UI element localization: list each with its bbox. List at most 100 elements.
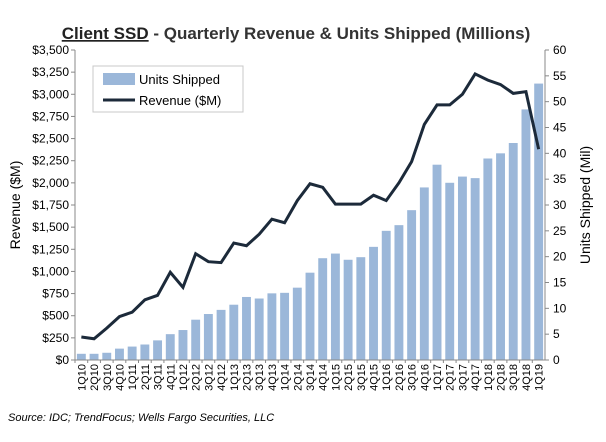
- left-tick-label: $2,750: [32, 109, 69, 123]
- bar-units-3Q11: [153, 340, 163, 360]
- left-tick-label: $250: [42, 331, 69, 345]
- bar-units-4Q15: [369, 246, 378, 360]
- x-tick-label: 4Q12: [216, 364, 228, 391]
- x-tick-label: 2Q14: [292, 364, 304, 391]
- bar-units-2Q18: [496, 153, 505, 360]
- bar-units-1Q13: [229, 304, 239, 360]
- left-tick-label: $2,000: [32, 176, 69, 190]
- right-tick-label: 40: [553, 146, 567, 160]
- x-tick-label: 3Q13: [254, 364, 266, 391]
- bar-units-2Q17: [445, 182, 455, 360]
- right-tick-label: 30: [553, 198, 567, 212]
- bar-units-3Q15: [356, 257, 366, 360]
- x-tick-label: 2Q11: [140, 364, 152, 390]
- bar-units-3Q13: [254, 298, 264, 360]
- bar-units-1Q10: [76, 353, 86, 360]
- chart-title-rest: - Quarterly Revenue & Units Shipped (Mil…: [149, 24, 531, 43]
- x-tick-label: 2Q16: [394, 364, 406, 391]
- bar-units-1Q15: [330, 253, 340, 360]
- bar-units-1Q12: [178, 330, 188, 360]
- bar-units-2Q15: [343, 259, 353, 360]
- bar-units-4Q10: [115, 348, 124, 360]
- x-tick-label: 4Q17: [470, 364, 482, 391]
- bar-series: [76, 83, 544, 361]
- left-tick-label: $3,000: [32, 87, 69, 101]
- right-tick-label: 15: [553, 276, 567, 290]
- bar-units-2Q12: [191, 319, 201, 360]
- x-tick-label: 1Q15: [330, 364, 342, 391]
- x-tick-label: 3Q11: [153, 364, 165, 390]
- bar-units-4Q14: [318, 258, 328, 360]
- bar-units-3Q16: [407, 210, 417, 360]
- right-tick-label: 35: [553, 172, 567, 186]
- x-tick-label: 4Q13: [267, 364, 279, 391]
- revenue-line: [81, 71, 541, 341]
- x-tick-label: 4Q10: [114, 364, 126, 391]
- x-tick-label: 3Q10: [102, 364, 114, 391]
- legend: Units Shipped Revenue ($M): [92, 65, 244, 113]
- x-tick-label: 3Q16: [407, 364, 419, 391]
- bar-units-2Q11: [140, 344, 150, 360]
- left-axis-ticks: $0 $250 $500 $750 $1,000 $1,250 $1,500 $1,750 $2…: [32, 43, 75, 367]
- x-tick-label: 3Q15: [356, 364, 368, 391]
- x-tick-label: 2Q12: [191, 364, 203, 391]
- x-tick-label: 3Q18: [508, 364, 520, 391]
- source-note: Source: IDC; TrendFocus; Wells Fargo Sec…: [8, 412, 274, 424]
- legend-bar-label: Units Shipped: [139, 72, 220, 87]
- bar-units-1Q18: [483, 158, 493, 360]
- bar-units-3Q18: [508, 143, 518, 360]
- x-tick-label: 2Q13: [241, 364, 253, 391]
- x-axis-ticks: 1Q10 2Q10 3Q10 4Q10 1Q11 2Q11 3Q11 4Q11 1Q12 2Q12…: [74, 360, 546, 391]
- legend-line-label: Revenue ($M): [139, 93, 221, 108]
- right-tick-label: 60: [553, 43, 567, 57]
- bar-units-4Q16: [419, 187, 429, 360]
- bar-units-4Q13: [267, 293, 277, 360]
- right-tick-label: 10: [553, 301, 567, 315]
- bar-units-1Q17: [432, 164, 442, 360]
- x-tick-label: 1Q19: [534, 364, 546, 391]
- left-tick-label: $750: [42, 287, 69, 301]
- x-tick-label: 1Q17: [432, 364, 444, 391]
- right-tick-label: 5: [553, 327, 560, 341]
- right-axis-ticks: 0 5 10 15 20 25 30 35 40 45 50 55 60: [545, 43, 567, 367]
- chart-title-main: Client SSD: [62, 24, 149, 43]
- x-tick-label: 4Q18: [521, 364, 533, 391]
- right-tick-label: 25: [553, 224, 567, 238]
- bar-units-2Q10: [89, 353, 99, 360]
- bar-units-4Q11: [165, 334, 175, 360]
- bar-units-1Q14: [280, 292, 290, 360]
- x-tick-label: 3Q14: [305, 364, 317, 391]
- x-tick-label: 4Q16: [419, 364, 431, 391]
- bar-units-1Q16: [381, 230, 391, 360]
- x-tick-label: 4Q14: [318, 364, 330, 391]
- legend-bar-swatch: [103, 73, 135, 85]
- left-tick-label: $1,750: [32, 198, 69, 212]
- left-tick-label: $2,500: [32, 132, 69, 146]
- bar-units-2Q13: [242, 296, 251, 360]
- left-tick-label: $1,500: [32, 220, 69, 234]
- left-axis-label: Revenue ($M): [7, 161, 23, 250]
- right-tick-label: 0: [553, 353, 560, 367]
- bar-units-3Q12: [203, 314, 213, 360]
- x-tick-label: 1Q13: [229, 364, 241, 391]
- left-tick-label: $1,000: [32, 264, 69, 278]
- x-tick-label: 1Q11: [127, 364, 139, 390]
- right-tick-label: 55: [553, 69, 567, 83]
- x-tick-label: 1Q18: [483, 364, 495, 391]
- bar-units-1Q19: [534, 83, 544, 360]
- x-tick-label: 1Q16: [381, 364, 393, 391]
- x-tick-label: 2Q17: [445, 364, 457, 391]
- x-tick-label: 1Q12: [178, 364, 190, 391]
- bar-units-3Q14: [305, 272, 315, 360]
- bar-units-2Q16: [394, 225, 404, 360]
- bar-units-2Q14: [292, 287, 302, 360]
- left-tick-label: $3,250: [32, 65, 69, 79]
- x-tick-label: 1Q14: [280, 364, 292, 391]
- x-tick-label: 1Q10: [76, 364, 88, 391]
- right-tick-label: 45: [553, 121, 567, 135]
- bar-units-3Q17: [457, 176, 467, 360]
- bar-units-4Q12: [216, 309, 226, 360]
- x-tick-label: 2Q10: [89, 364, 101, 391]
- x-tick-label: 3Q17: [457, 364, 469, 391]
